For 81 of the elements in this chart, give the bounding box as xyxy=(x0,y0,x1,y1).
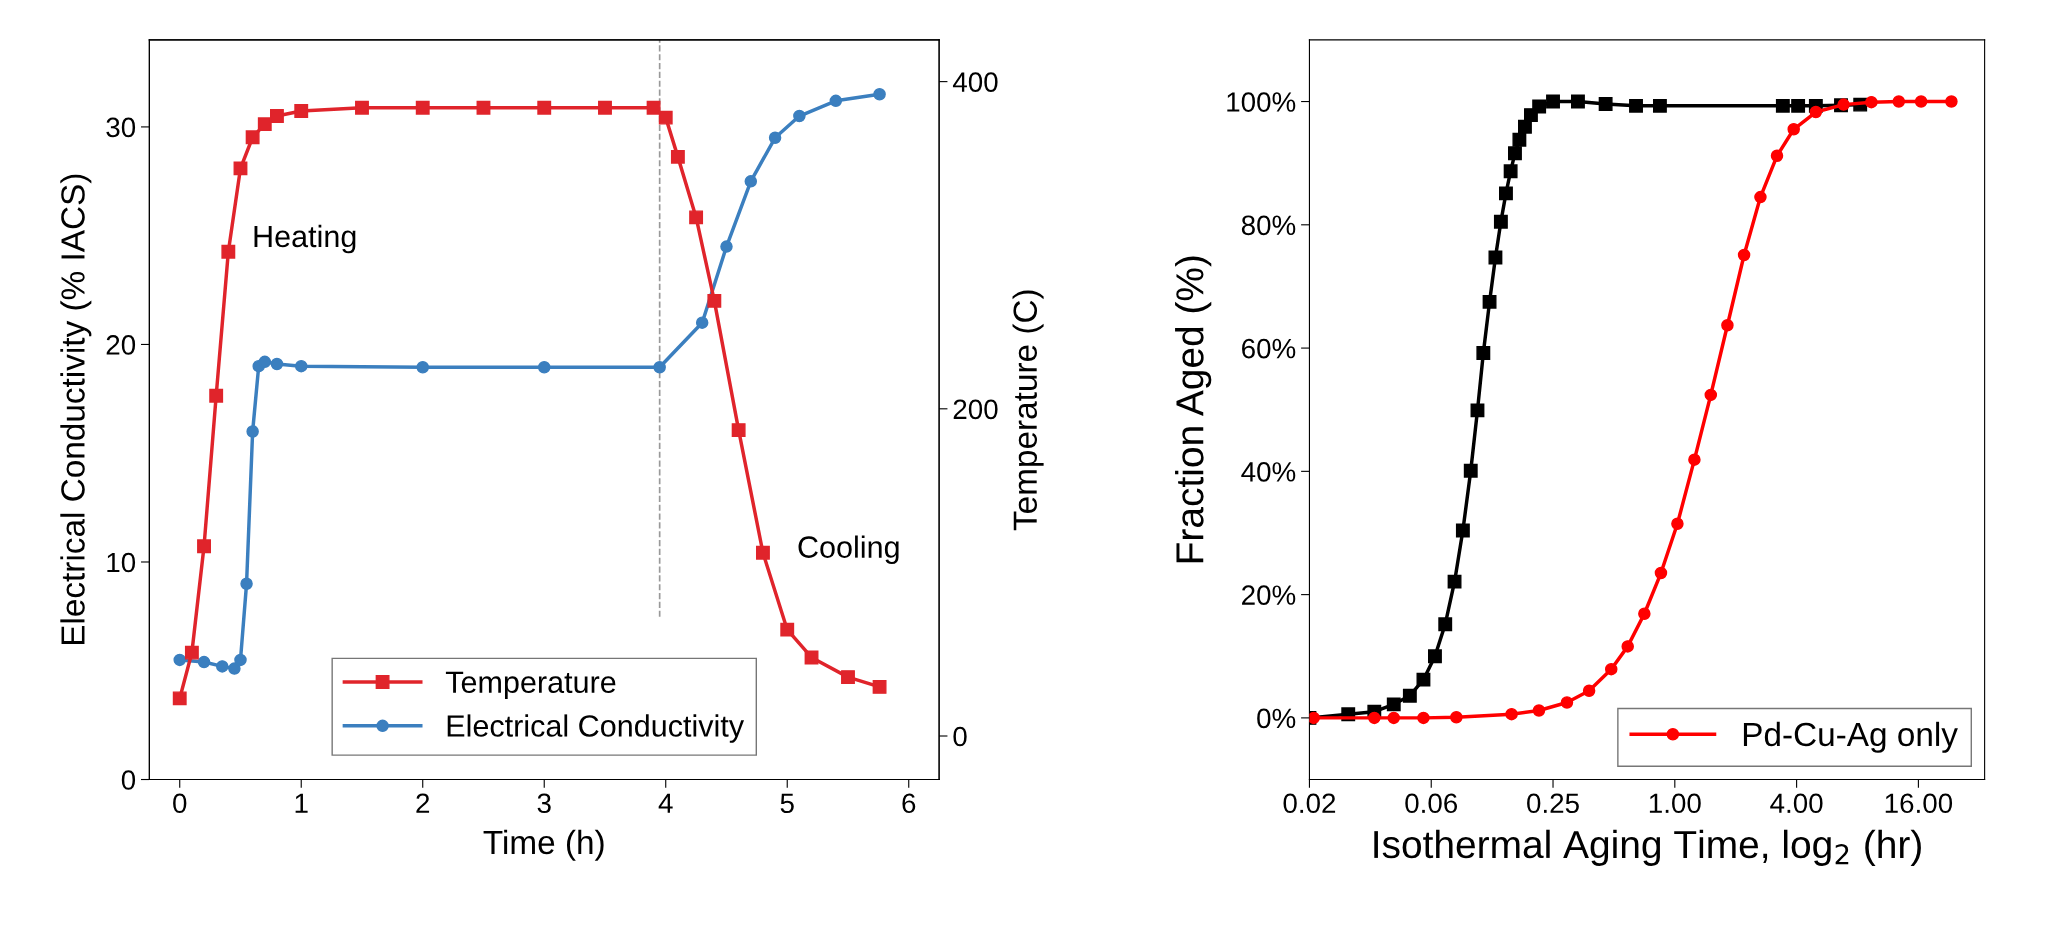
point xyxy=(476,100,491,115)
point xyxy=(598,100,612,115)
point xyxy=(416,361,429,374)
point xyxy=(294,104,309,119)
annotation: Cooling xyxy=(798,535,899,564)
annotation: Heating xyxy=(254,224,356,254)
y-axis-title: Fraction Aged (%) xyxy=(1175,256,1212,563)
y-tick-label: 60% xyxy=(1242,338,1296,359)
point xyxy=(209,388,224,403)
point xyxy=(197,655,211,669)
point xyxy=(872,679,887,694)
point xyxy=(873,88,886,101)
point xyxy=(829,94,843,108)
point xyxy=(755,545,770,560)
y-tick-label: 20 xyxy=(106,335,136,355)
point xyxy=(415,100,430,115)
point xyxy=(841,670,855,685)
y-tick-label: 40% xyxy=(1241,462,1296,482)
point xyxy=(537,100,552,115)
x-tick-label: 4.00 xyxy=(1770,793,1823,814)
point xyxy=(240,577,253,590)
point xyxy=(780,622,795,637)
point xyxy=(246,425,259,438)
point xyxy=(646,100,661,115)
x-tick-label: 5 xyxy=(780,793,794,814)
x-tick-label: 2 xyxy=(416,793,430,813)
point xyxy=(257,117,272,132)
point xyxy=(269,109,284,123)
y2-tick-label: 200 xyxy=(953,399,998,420)
point xyxy=(695,316,709,329)
point xyxy=(216,660,229,673)
x-tick-label: 0.25 xyxy=(1527,793,1579,814)
y2-axis-title: Temperature (C) xyxy=(1012,290,1044,531)
point xyxy=(294,359,308,373)
point xyxy=(197,539,211,554)
x-tick-label: 16.00 xyxy=(1885,793,1953,814)
point xyxy=(689,210,704,225)
x-tick-label: 0 xyxy=(173,793,187,814)
point xyxy=(355,100,369,115)
point xyxy=(258,355,272,369)
y-tick-label: 0 xyxy=(121,770,136,790)
x-tick-label: 3 xyxy=(537,793,551,814)
point xyxy=(221,244,236,259)
x-tick-label: 1 xyxy=(295,793,308,813)
point xyxy=(234,653,247,667)
point xyxy=(707,293,722,308)
y2-tick-label: 0 xyxy=(953,726,967,747)
x-tick-label: 4 xyxy=(658,793,673,813)
y-tick-label: 20% xyxy=(1242,585,1296,605)
point xyxy=(744,175,758,188)
x-tick-label: 1.00 xyxy=(1649,793,1701,814)
point xyxy=(768,131,782,145)
point xyxy=(731,423,746,438)
legend-label: Temperature xyxy=(445,671,616,700)
x-axis-title: Time (h) xyxy=(483,829,604,861)
x-tick-label: 0.02 xyxy=(1283,793,1336,814)
point xyxy=(720,240,733,253)
y-tick-label: 80% xyxy=(1241,215,1296,236)
y-tick-label: 100% xyxy=(1227,92,1296,112)
point xyxy=(228,662,241,675)
point xyxy=(658,110,673,125)
point xyxy=(233,161,248,176)
y-axis-title: Electrical Conductivity (% IACS) xyxy=(60,174,92,645)
y2-tick-label: 400 xyxy=(952,72,998,92)
point xyxy=(245,130,260,145)
x-axis-title: Isothermal Aging Time, log$_{2}$ (hr) xyxy=(1374,829,1921,866)
x-tick-label: 6 xyxy=(902,793,916,814)
x-tick-label: 0.06 xyxy=(1405,793,1458,814)
y-tick-label: 30 xyxy=(106,117,136,138)
point xyxy=(270,357,284,371)
y-tick-label: 10 xyxy=(107,552,136,573)
y-tick-label: 0% xyxy=(1257,708,1296,729)
point xyxy=(793,109,806,123)
point xyxy=(173,653,186,667)
point xyxy=(537,361,551,374)
legend-label: Pd-Cu-Ag only xyxy=(1743,721,1958,753)
point xyxy=(172,691,187,706)
point xyxy=(653,361,666,374)
legend-label: Electrical Conductivity xyxy=(447,714,745,743)
point xyxy=(670,149,685,164)
point xyxy=(184,645,199,660)
